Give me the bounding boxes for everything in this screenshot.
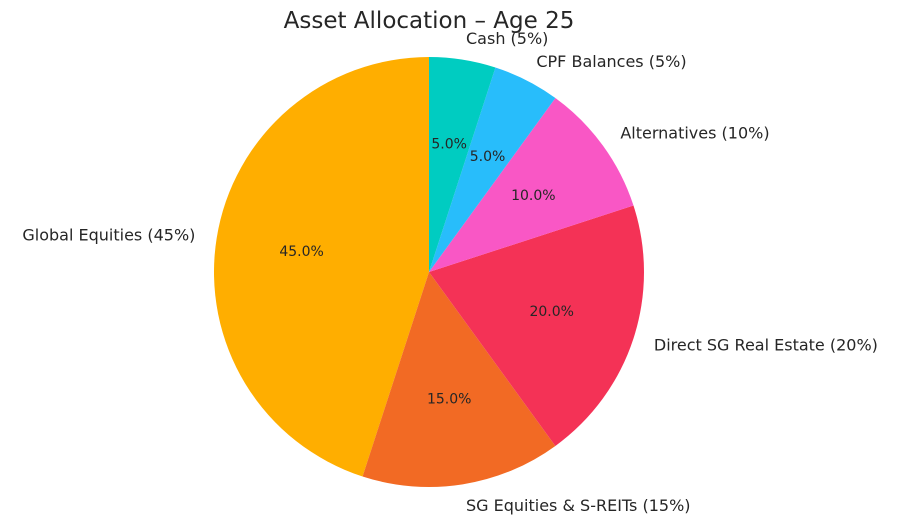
pie-slice-cash <box>429 56 496 272</box>
slice-label-cash: Cash (5%) <box>466 29 548 48</box>
pct-label-cash: 5.0% <box>431 137 467 153</box>
slice-label-cpf-balances: CPF Balances (5%) <box>536 52 686 71</box>
pie-slice-sg-equities-s-reits <box>362 272 556 488</box>
pie-slices <box>213 56 645 488</box>
pct-label-cpf-balances: 5.0% <box>470 149 506 165</box>
slice-label-global-equities: Global Equities (45%) <box>22 226 195 245</box>
pie-slice-direct-sg-real-estate <box>429 205 645 446</box>
slice-label-alternatives: Alternatives (10%) <box>620 123 769 142</box>
pct-label-direct-sg-real-estate: 20.0% <box>529 304 573 320</box>
pie-slice-cpf-balances <box>429 67 556 273</box>
pct-label-sg-equities-s-reits: 15.0% <box>427 391 471 407</box>
percentage-labels: 45.0% 15.0% 20.0% 10.0% 5.0%5.0% <box>279 137 574 408</box>
chart-title: Asset Allocation – Age 25 <box>284 8 575 34</box>
slice-labels: Global Equities (45%) SG Equities & S-REI… <box>22 29 878 515</box>
slice-label-direct-sg-real-estate: Direct SG Real Estate (20%) <box>654 336 878 355</box>
pie-slice-global-equities <box>213 57 429 477</box>
pie-slice-alternatives <box>429 98 634 272</box>
slice-label-sg-equities-s-reits: SG Equities & S-REITs (15%) <box>466 496 691 515</box>
pct-label-alternatives: 10.0% <box>511 188 555 204</box>
pct-label-global-equities: 45.0% <box>279 244 323 260</box>
